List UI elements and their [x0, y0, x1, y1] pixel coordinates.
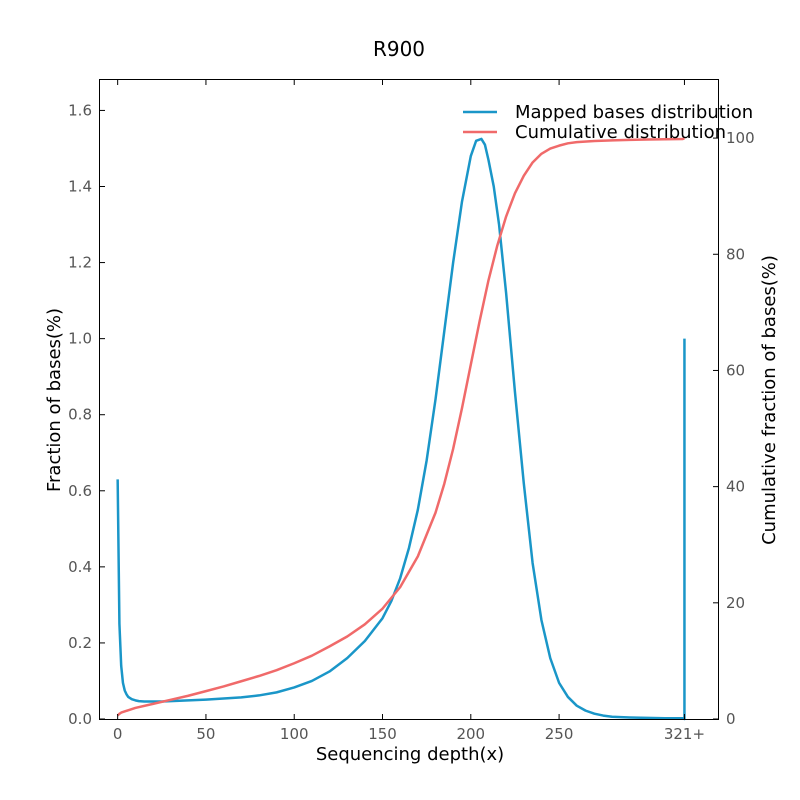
x-axis-ticks: 0 50 100 150 200 250 321+ [113, 80, 705, 743]
plot-frame [99, 79, 719, 720]
legend-label-mapped: Mapped bases distribution [515, 102, 753, 123]
x-tick-label: 0 [113, 725, 123, 743]
cumulative-series [116, 136, 686, 717]
legend: Mapped bases distribution Cumulative dis… [463, 102, 753, 143]
y-tick-label: 1.2 [68, 254, 92, 272]
x-tick-label: 50 [196, 725, 215, 743]
y-axis-ticks: 0.0 0.2 0.4 0.6 0.8 1.0 1.2 1.4 1.6 [68, 101, 105, 728]
x-tick-label: 100 [280, 725, 309, 743]
y2-tick-label: 60 [726, 361, 745, 379]
y2-tick-label: 0 [726, 710, 736, 728]
y-tick-label: 1.0 [68, 330, 92, 348]
y2-tick-label: 40 [726, 478, 745, 496]
y-tick-label: 0.8 [68, 406, 92, 424]
y2-tick-label: 20 [726, 594, 745, 612]
y-tick-label: 0.0 [68, 710, 92, 728]
x-tick-label: 150 [368, 725, 397, 743]
x-tick-label: 321+ [664, 725, 705, 743]
legend-label-cumulative: Cumulative distribution [515, 122, 726, 143]
y-tick-label: 0.6 [68, 482, 92, 500]
y-tick-label: 0.4 [68, 558, 92, 576]
y-tick-label: 0.2 [68, 634, 92, 652]
x-tick-label: 250 [545, 725, 574, 743]
y2-axis-ticks: 0 20 40 60 80 100 [713, 129, 755, 728]
mapped-bases-series [116, 137, 686, 721]
y2-tick-label: 100 [726, 129, 755, 147]
y-tick-label: 1.6 [68, 101, 92, 119]
cumulative-line [116, 136, 686, 717]
y-axis-label: Fraction of bases(%) [44, 308, 65, 492]
y2-tick-label: 80 [726, 245, 745, 263]
chart-title: R900 [373, 37, 425, 61]
y2-axis-label: Cumulative fraction of bases(%) [759, 255, 780, 545]
y-tick-label: 1.4 [68, 178, 92, 196]
x-tick-label: 200 [456, 725, 485, 743]
x-axis-label: Sequencing depth(x) [316, 744, 504, 765]
mapped-bases-line [116, 137, 686, 721]
